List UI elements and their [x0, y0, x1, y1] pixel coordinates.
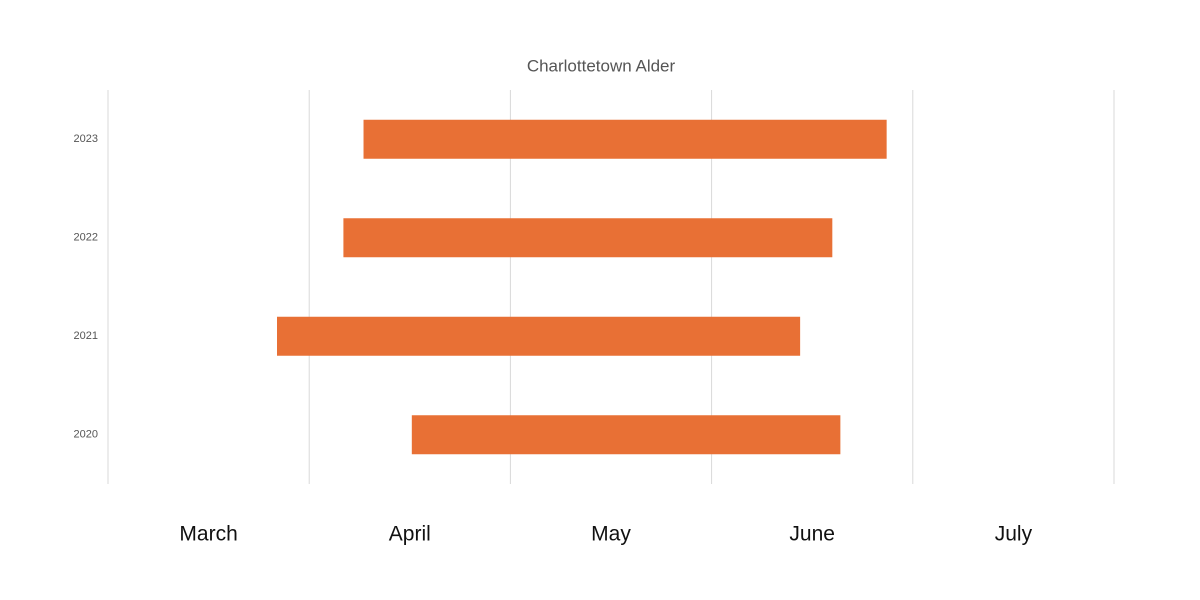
x-tick-label: April — [389, 523, 431, 546]
x-tick-label: July — [995, 523, 1033, 546]
x-tick-label: June — [789, 523, 835, 546]
chart-title: Charlottetown Alder — [527, 56, 676, 75]
y-tick-label: 2021 — [74, 330, 98, 342]
bar — [411, 415, 841, 455]
bar — [343, 218, 833, 258]
y-tick-label: 2020 — [74, 429, 98, 441]
bar — [277, 316, 801, 356]
x-tick-label: May — [591, 523, 631, 546]
bar — [363, 119, 887, 159]
x-tick-label: March — [179, 523, 237, 546]
y-tick-label: 2022 — [74, 232, 98, 244]
y-tick-label: 2023 — [74, 133, 98, 145]
